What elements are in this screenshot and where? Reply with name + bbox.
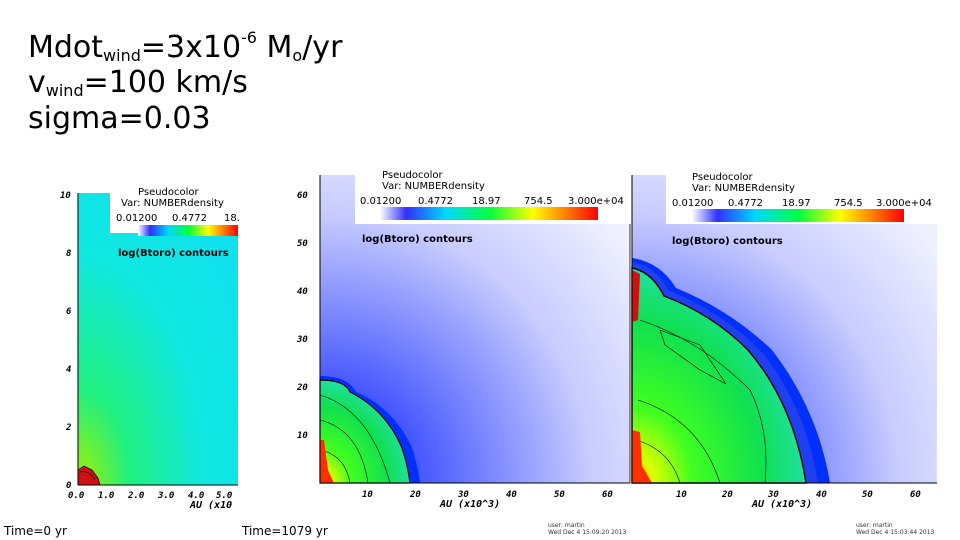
panel-1-xtick: 1.0 xyxy=(98,491,115,501)
panel-3-contour-label: log(Btoro) contours xyxy=(672,236,783,247)
panel-3: Pseudocolor Var: NUMBERdensity 0.01200 0… xyxy=(631,166,937,510)
panel-1-ytick: 2 xyxy=(65,423,71,433)
panel-1-legend-tick: 0.4772 xyxy=(172,213,207,224)
panel-1-xaxis-title: AU (x10 xyxy=(189,500,232,511)
panel-3-legend-tick: 18.97 xyxy=(782,198,811,209)
panel-1-legend-tick: 0.01200 xyxy=(116,213,157,224)
panel-3-core xyxy=(632,430,652,483)
panel-2-legend-tick: 754.5 xyxy=(524,196,553,207)
panel-3-xtick: 50 xyxy=(862,490,873,500)
panel-1-contour-label: log(Btoro) contours xyxy=(118,248,229,259)
panel-2-contour-label: log(Btoro) contours xyxy=(362,234,473,245)
sigma-line: sigma=0.03 xyxy=(28,100,211,136)
panel-2-time: Time=1079 yr xyxy=(242,524,328,538)
panel-3-date: Wed Dec 4 15:03:44 2013 xyxy=(856,529,935,536)
panel-2-legend-title: Pseudocolor xyxy=(382,170,444,181)
panel-1-ytick: 8 xyxy=(66,249,71,259)
panel-3-xtick: 30 xyxy=(767,490,779,500)
panel-3-contour xyxy=(637,399,721,484)
panel-3-xtick: 10 xyxy=(676,490,687,500)
panel-2-user-stamp: user: martin Wed Dec 4 15:09:20 2013 xyxy=(548,522,626,536)
panel-1-xtick: 2.0 xyxy=(127,491,145,501)
panel-2-colorbar xyxy=(380,207,598,220)
panel-3-legend-tick: 0.4772 xyxy=(728,198,763,209)
panel-2-legend-tick: 3.000e+04 xyxy=(568,196,624,207)
panel-3-polar-knot xyxy=(632,270,640,322)
panel-2-xtick: 50 xyxy=(554,490,565,500)
panel-3-user: user: martin xyxy=(856,522,893,529)
panel-2-xtick: 60 xyxy=(602,490,613,500)
panel-2-legend-tick: 0.4772 xyxy=(418,196,453,207)
panel-2-contour xyxy=(319,419,369,484)
panel-1-legend-title: Pseudocolor xyxy=(138,187,200,198)
panel-1-legend-tick: 18. xyxy=(224,213,240,224)
panel-1-ytick: 10 xyxy=(60,191,71,201)
panel-1-field xyxy=(78,193,238,485)
panel-1-contour xyxy=(79,471,96,481)
panel-2-legend-tick: 0.01200 xyxy=(360,196,401,207)
panel-2-xtick: 40 xyxy=(506,490,517,500)
panel-3-xtick: 20 xyxy=(721,490,733,500)
panel-2-xtick: 30 xyxy=(457,490,469,500)
panel-3-user-stamp: user: martin Wed Dec 4 15:03:44 2013 xyxy=(856,522,934,536)
panel-2-xtick: 20 xyxy=(409,490,421,500)
panel-3-contour xyxy=(635,439,681,484)
panel-2-ytick: 50 xyxy=(297,239,308,249)
panel-2-xtick: 10 xyxy=(362,490,373,500)
panel-1: Pseudocolor Var: NUMBERdensity 0.01200 0… xyxy=(60,187,240,511)
panel-2: Pseudocolor Var: NUMBERdensity 0.01200 0… xyxy=(296,166,631,510)
panel-1-xtick: 3.0 xyxy=(157,491,175,501)
vwind-line: vwind=100 km/s xyxy=(28,65,248,101)
panel-3-legend-tick: 3.000e+04 xyxy=(876,198,932,209)
panel-2-contour xyxy=(319,394,391,484)
panel-2-ytick: 20 xyxy=(296,383,308,393)
panel-1-time: Time=0 yr xyxy=(4,524,67,538)
panel-2-ytick: 10 xyxy=(297,431,308,441)
panel-1-xtick: 5.0 xyxy=(216,491,233,501)
panel-2-legend-var: Var: NUMBERdensity xyxy=(382,181,485,192)
panel-2-core xyxy=(320,440,334,483)
panel-3-colorbar xyxy=(692,209,904,222)
panel-1-xtick: 0.0 xyxy=(68,491,85,501)
panel-3-xtick: 40 xyxy=(816,490,827,500)
panel-3-legend-tick: 0.01200 xyxy=(672,198,713,209)
panel-1-ytick: 0 xyxy=(66,481,72,491)
panel-3-contour xyxy=(639,319,767,484)
mdot-line: Mdotwind=3x10-6 Mo/yr xyxy=(28,28,343,65)
panel-2-xaxis-title: AU (x10^3) xyxy=(439,499,500,510)
panel-3-legend-title: Pseudocolor xyxy=(692,172,754,183)
panel-1-xtick: 4.0 xyxy=(188,491,205,501)
panel-3-legend-var: Var: NUMBERdensity xyxy=(692,183,795,194)
panel-3-bubble xyxy=(631,267,807,484)
slide-parameters: Mdotwind=3x10-6 Mo/yr vwind=100 km/s sig… xyxy=(28,28,343,136)
panel-2-legend-tick: 18.97 xyxy=(472,196,501,207)
panel-1-ytick: 6 xyxy=(66,307,72,317)
panel-1-ytick: 4 xyxy=(66,365,71,375)
panel-3-xaxis-title: AU (x10^3) xyxy=(751,499,812,510)
panel-2-user: user: martin xyxy=(548,522,585,529)
panel-2-ytick: 60 xyxy=(297,191,308,201)
panel-3-xtick: 60 xyxy=(910,490,921,500)
panel-2-ytick: 30 xyxy=(296,335,308,345)
panel-3-contour xyxy=(659,329,727,385)
panel-2-ytick: 40 xyxy=(297,287,308,297)
panel-1-colorbar xyxy=(138,225,238,236)
panel-3-legend-tick: 754.5 xyxy=(834,198,863,209)
panel-2-date: Wed Dec 4 15:09:20 2013 xyxy=(548,529,627,536)
panel-1-legend-var: Var: NUMBERdensity xyxy=(121,198,224,209)
